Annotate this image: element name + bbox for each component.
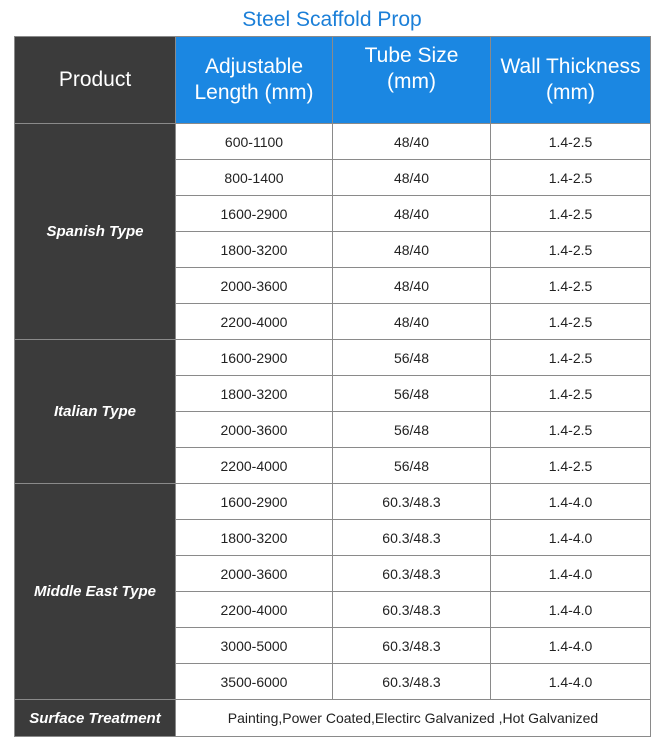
length-cell: 3500-6000 [175, 663, 333, 700]
header-row: Product Adjustable Length (mm) Tube Size… [14, 36, 651, 124]
length-cell: 1600-2900 [175, 483, 333, 520]
tube-size-cell: 56/48 [332, 411, 491, 448]
header-tube-line2: (mm) [387, 70, 436, 93]
wall-thickness-cell: 1.4-2.5 [490, 447, 651, 484]
header-length: Adjustable Length (mm) [175, 36, 333, 124]
table-row: 3000-5000 60.3/48.3 1.4-4.0 [15, 627, 651, 664]
wall-thickness-cell: 1.4-4.0 [490, 519, 651, 556]
table-row: 1800-3200 48/40 1.4-2.5 [15, 231, 651, 268]
length-cell: 1800-3200 [175, 231, 333, 268]
wall-thickness-cell: 1.4-2.5 [490, 339, 651, 376]
length-cell: 1600-2900 [175, 195, 333, 232]
tube-size-cell: 56/48 [332, 447, 491, 484]
header-wall-line2: (mm) [546, 81, 595, 104]
table-row: 2000-3600 60.3/48.3 1.4-4.0 [15, 555, 651, 592]
header-wall-line1: Wall Thickness [500, 55, 641, 78]
wall-thickness-cell: 1.4-4.0 [490, 555, 651, 592]
table-row: Spanish Type 600-1100 48/40 1.4-2.5 [14, 123, 651, 340]
length-cell: 800-1400 [175, 159, 333, 196]
length-cell: 1800-3200 [175, 519, 333, 556]
length-cell: 2000-3600 [175, 555, 333, 592]
length-cell: 1600-2900 [175, 339, 333, 376]
length-cell: 600-1100 [175, 123, 333, 160]
tube-size-cell: 48/40 [332, 159, 491, 196]
table-row: 2200-4000 48/40 1.4-2.5 [15, 303, 651, 340]
wall-thickness-cell: 1.4-2.5 [490, 267, 651, 304]
tube-size-cell: 48/40 [332, 303, 491, 340]
table-row: 2200-4000 60.3/48.3 1.4-4.0 [15, 591, 651, 628]
tube-size-cell: 56/48 [332, 339, 491, 376]
wall-thickness-cell: 1.4-2.5 [490, 303, 651, 340]
spec-body: Spanish Type 600-1100 48/40 1.4-2.5 800-1400… [14, 123, 651, 700]
table-row: 1800-3200 60.3/48.3 1.4-4.0 [15, 519, 651, 556]
header-tube-line1: Tube Size [364, 44, 459, 67]
table-row: Italian Type 1600-2900 56/48 1.4-2.5 [14, 339, 651, 484]
wall-thickness-cell: 1.4-4.0 [490, 663, 651, 700]
header-tube-size: Tube Size (mm) [332, 36, 491, 124]
spec-table: Product Adjustable Length (mm) Tube Size… [14, 36, 651, 737]
table-row: Middle East Type 1600-2900 60.3/48.3 1.4-4.… [14, 483, 651, 700]
wall-thickness-cell: 1.4-2.5 [490, 231, 651, 268]
surface-label: Surface Treatment [14, 699, 176, 737]
table-row: 2000-3600 56/48 1.4-2.5 [15, 411, 651, 448]
table-row: 800-1400 48/40 1.4-2.5 [15, 159, 651, 196]
surface-value: Painting,Power Coated,Electirc Galvanize… [175, 699, 651, 737]
group-label: Italian Type [14, 339, 176, 484]
tube-size-cell: 48/40 [332, 123, 491, 160]
length-cell: 2200-4000 [175, 591, 333, 628]
tube-size-cell: 48/40 [332, 267, 491, 304]
wall-thickness-cell: 1.4-2.5 [490, 195, 651, 232]
length-cell: 2000-3600 [175, 411, 333, 448]
tube-size-cell: 48/40 [332, 195, 491, 232]
wall-thickness-cell: 1.4-4.0 [490, 627, 651, 664]
wall-thickness-cell: 1.4-4.0 [490, 483, 651, 520]
tube-size-cell: 60.3/48.3 [332, 555, 491, 592]
tube-size-cell: 60.3/48.3 [332, 483, 491, 520]
header-product: Product [14, 36, 176, 124]
group-label: Spanish Type [14, 123, 176, 340]
wall-thickness-cell: 1.4-4.0 [490, 591, 651, 628]
length-cell: 3000-5000 [175, 627, 333, 664]
length-cell: 1800-3200 [175, 375, 333, 412]
wall-thickness-cell: 1.4-2.5 [490, 411, 651, 448]
header-wall-thickness: Wall Thickness (mm) [490, 36, 651, 124]
group-label: Middle East Type [14, 483, 176, 700]
length-cell: 2200-4000 [175, 303, 333, 340]
surface-row: Surface Treatment Painting,Power Coated,… [14, 699, 651, 737]
page-title: Steel Scaffold Prop [242, 8, 422, 31]
length-cell: 2000-3600 [175, 267, 333, 304]
table-row: 1600-2900 48/40 1.4-2.5 [15, 195, 651, 232]
length-cell: 2200-4000 [175, 447, 333, 484]
header-length-line2: Length (mm) [194, 81, 314, 104]
tube-size-cell: 56/48 [332, 375, 491, 412]
wall-thickness-cell: 1.4-2.5 [490, 159, 651, 196]
wall-thickness-cell: 1.4-2.5 [490, 123, 651, 160]
tube-size-cell: 60.3/48.3 [332, 663, 491, 700]
tube-size-cell: 48/40 [332, 231, 491, 268]
tube-size-cell: 60.3/48.3 [332, 627, 491, 664]
table-row: 2200-4000 56/48 1.4-2.5 [15, 447, 651, 484]
table-row: 2000-3600 48/40 1.4-2.5 [15, 267, 651, 304]
wall-thickness-cell: 1.4-2.5 [490, 375, 651, 412]
header-length-line1: Adjustable [204, 55, 304, 78]
tube-size-cell: 60.3/48.3 [332, 519, 491, 556]
tube-size-cell: 60.3/48.3 [332, 591, 491, 628]
